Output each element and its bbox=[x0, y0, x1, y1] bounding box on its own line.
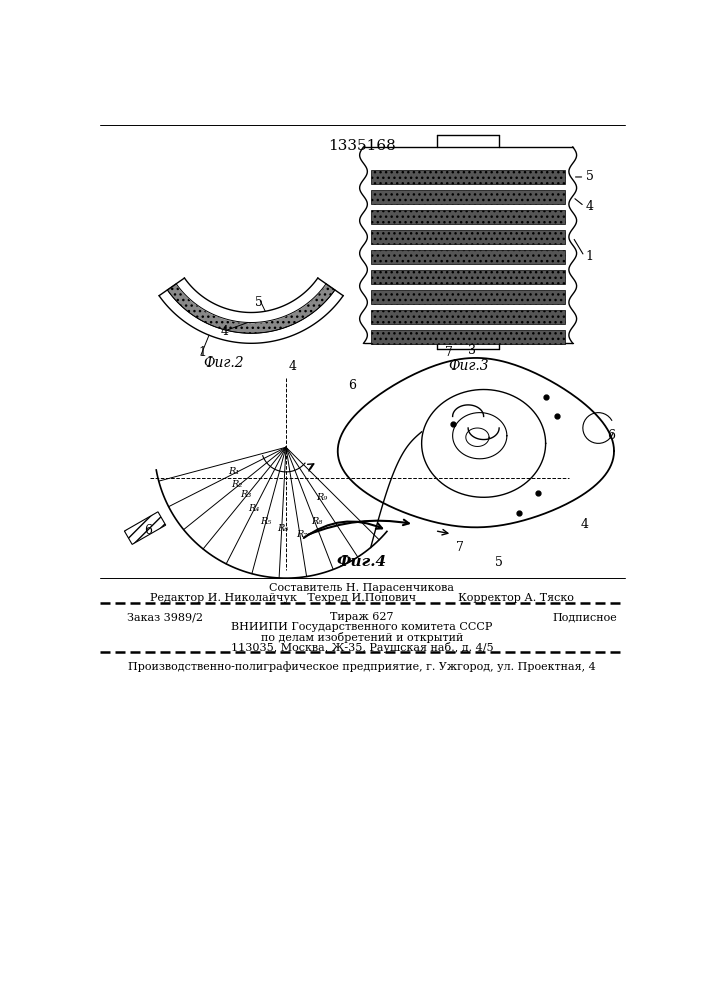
Polygon shape bbox=[168, 284, 335, 333]
Text: R₅: R₅ bbox=[260, 517, 271, 526]
Polygon shape bbox=[124, 512, 165, 544]
Text: Тираж 627: Тираж 627 bbox=[330, 612, 394, 622]
Text: Составитель Н. Парасенчикова: Составитель Н. Парасенчикова bbox=[269, 583, 455, 593]
Text: 113035, Москва, Ж-35, Раушская наб., д. 4/5: 113035, Москва, Ж-35, Раушская наб., д. … bbox=[230, 642, 493, 653]
Bar bbox=[371, 170, 565, 184]
Text: 5: 5 bbox=[255, 296, 262, 309]
Text: R₆: R₆ bbox=[277, 524, 288, 533]
Text: 1335168: 1335168 bbox=[328, 139, 396, 153]
Bar bbox=[371, 290, 565, 304]
Text: 5: 5 bbox=[495, 556, 503, 569]
Bar bbox=[371, 190, 565, 204]
Text: R₄: R₄ bbox=[248, 504, 259, 513]
Text: 6: 6 bbox=[144, 524, 152, 537]
Text: Фиг.2: Фиг.2 bbox=[204, 356, 245, 370]
Text: 4: 4 bbox=[580, 518, 588, 531]
Text: 4: 4 bbox=[288, 360, 296, 373]
Bar bbox=[371, 230, 565, 244]
Bar bbox=[371, 210, 565, 224]
Text: 3: 3 bbox=[468, 344, 476, 358]
Text: Заказ 3989/2: Заказ 3989/2 bbox=[127, 612, 203, 622]
Text: R₈: R₈ bbox=[312, 517, 323, 526]
Text: R₁: R₁ bbox=[228, 467, 239, 476]
Polygon shape bbox=[176, 278, 326, 323]
Text: 7: 7 bbox=[457, 541, 464, 554]
Bar bbox=[371, 330, 565, 344]
Text: ВНИИПИ Государственного комитета СССР: ВНИИПИ Государственного комитета СССР bbox=[231, 622, 493, 632]
Polygon shape bbox=[159, 290, 343, 343]
Bar bbox=[371, 270, 565, 284]
Text: R₉: R₉ bbox=[316, 493, 327, 502]
Text: Фиг.4: Фиг.4 bbox=[337, 555, 387, 569]
Text: Фиг.3: Фиг.3 bbox=[448, 359, 489, 373]
Text: 1: 1 bbox=[586, 250, 594, 263]
Text: 1: 1 bbox=[199, 346, 206, 359]
Text: 7: 7 bbox=[445, 346, 452, 359]
Text: Подписное: Подписное bbox=[552, 612, 617, 622]
Text: Производственно-полиграфическое предприятие, г. Ужгород, ул. Проектная, 4: Производственно-полиграфическое предприя… bbox=[128, 661, 596, 672]
Text: 6: 6 bbox=[348, 379, 356, 392]
Text: 6: 6 bbox=[607, 429, 616, 442]
Text: 4: 4 bbox=[586, 200, 594, 213]
Text: R₃: R₃ bbox=[240, 490, 252, 499]
Bar bbox=[371, 310, 565, 324]
Text: по делам изобретений и открытий: по делам изобретений и открытий bbox=[261, 632, 463, 643]
Bar bbox=[371, 250, 565, 264]
Text: 5: 5 bbox=[586, 170, 594, 183]
Text: R₂: R₂ bbox=[231, 480, 243, 489]
Text: Редактор И. Николайчук   Техред И.Попович            Корректор А. Тяско: Редактор И. Николайчук Техред И.Попович … bbox=[150, 593, 574, 603]
Text: R₇: R₇ bbox=[296, 530, 307, 539]
Text: 4: 4 bbox=[221, 325, 228, 338]
